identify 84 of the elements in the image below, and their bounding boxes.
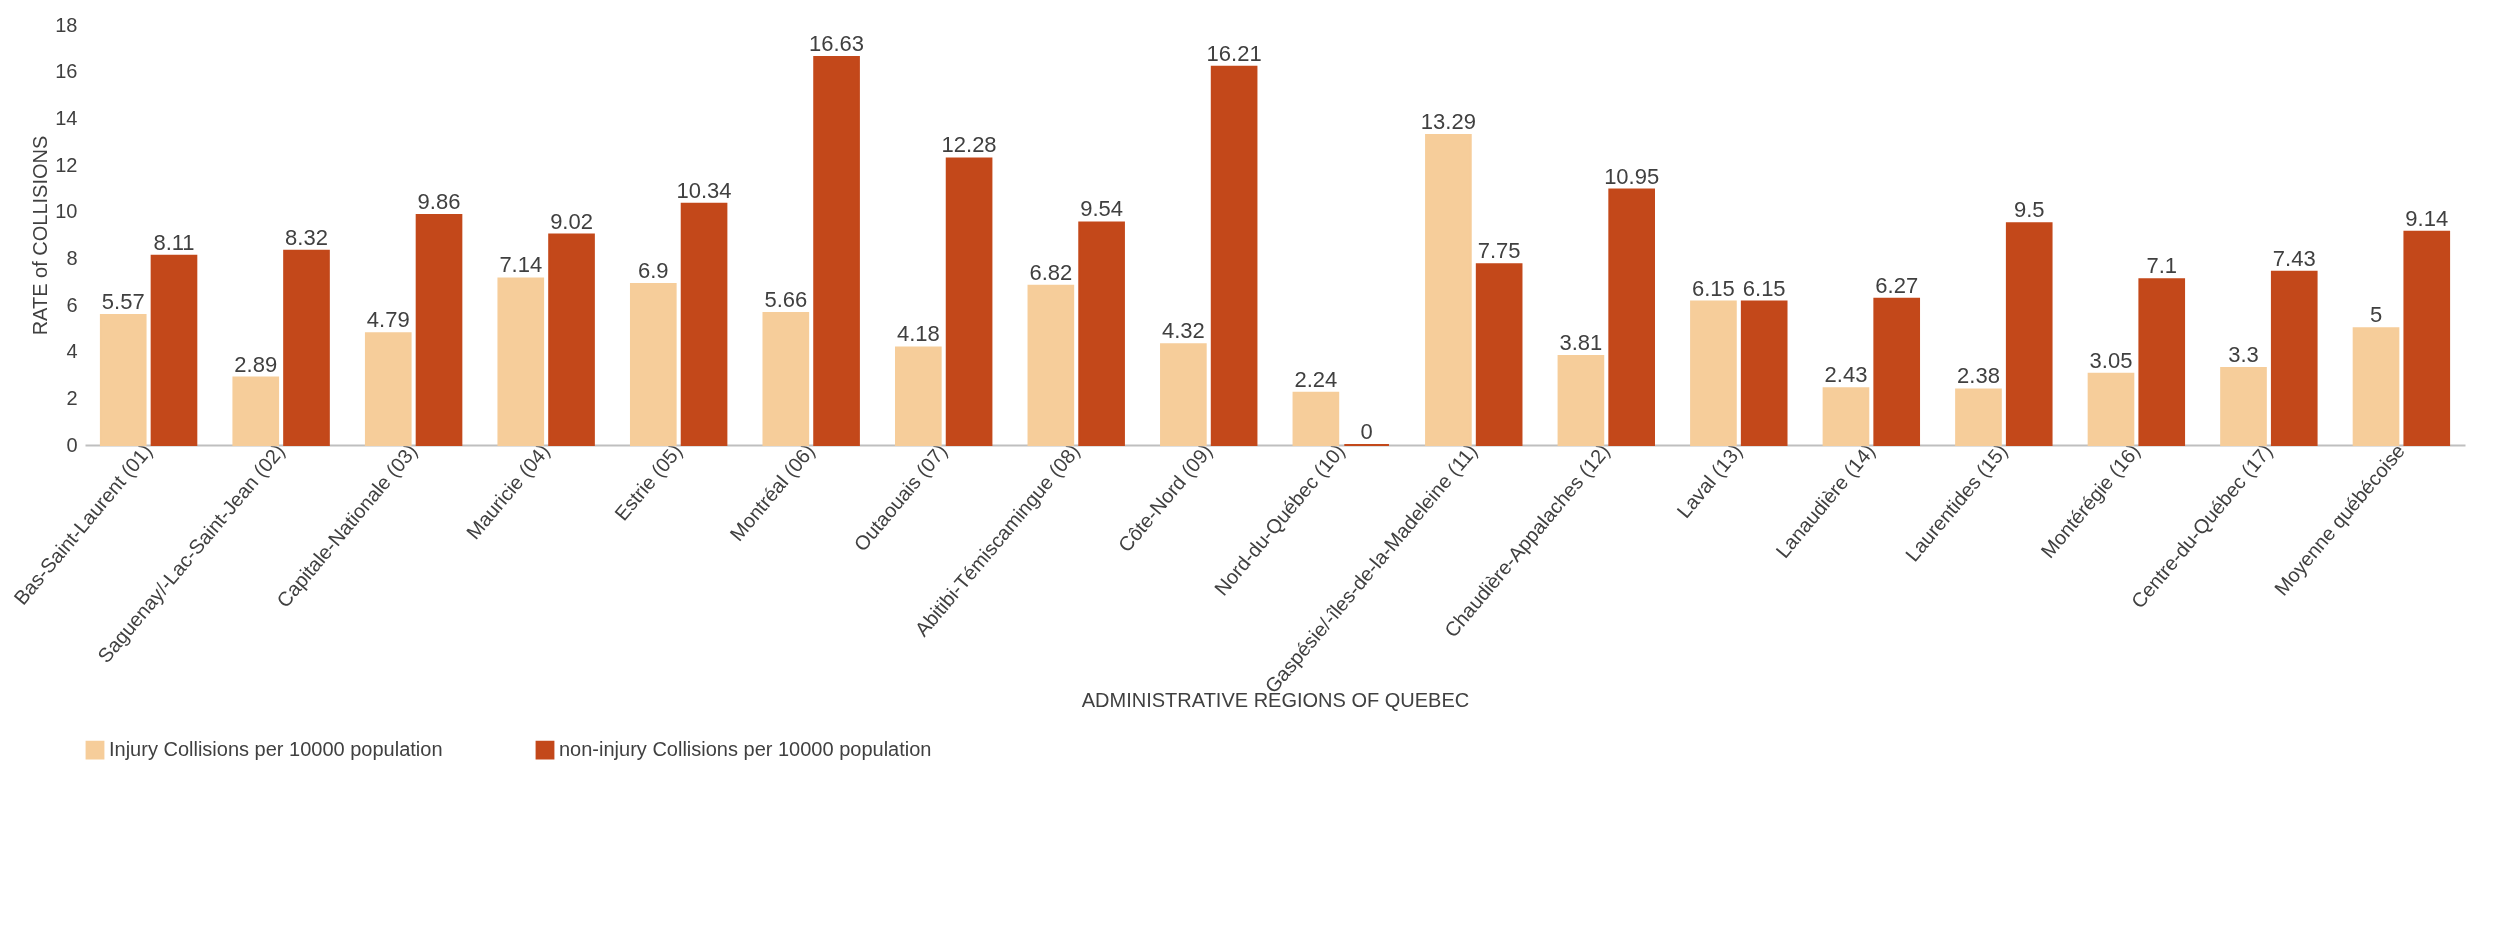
y-tick-label: 12: [55, 153, 78, 176]
bar: [1210, 65, 1258, 446]
data-label: 3.05: [2089, 347, 2133, 373]
bar: [1557, 355, 1605, 446]
data-label: 3.3: [2228, 342, 2259, 367]
data-label: 7.1: [2146, 253, 2178, 279]
bar: [1873, 297, 1921, 446]
data-label: 6.9: [638, 258, 669, 283]
bar: [1608, 188, 1655, 446]
bar: [99, 314, 147, 446]
data-label: 0: [1360, 419, 1373, 444]
bar: [1955, 388, 2002, 446]
data-label: 10.95: [1604, 163, 1660, 189]
bar: [1292, 391, 1340, 446]
data-label: 8.11: [153, 229, 195, 255]
y-tick-label: 2: [66, 386, 78, 409]
bar: [1822, 387, 1870, 446]
data-label: 12.28: [941, 132, 997, 158]
bar: [548, 233, 595, 446]
data-label: 13.29: [1420, 108, 1476, 134]
bar: [945, 157, 993, 446]
bar: [2352, 327, 2400, 446]
bar: [2403, 230, 2451, 446]
bar: [680, 202, 728, 446]
bar: [2270, 270, 2318, 446]
data-label: 9.54: [1080, 196, 1124, 222]
data-label: 16.21: [1206, 40, 1262, 66]
bar: [1027, 284, 1075, 446]
bar: [283, 249, 330, 446]
bar: [813, 55, 860, 446]
data-label: 2.89: [234, 351, 278, 377]
bar: [1475, 263, 1523, 446]
data-label: 10.34: [676, 177, 732, 203]
y-tick-label: 6: [66, 293, 78, 316]
data-label: 4.79: [366, 307, 410, 333]
data-label: 6.82: [1029, 259, 1073, 285]
legend-label: Injury Collisions per 10000 population: [109, 738, 443, 761]
data-label: 6.27: [1875, 272, 1919, 298]
bar: [2005, 222, 2053, 446]
y-tick-label: 16: [55, 60, 78, 83]
data-label: 4.18: [896, 321, 940, 347]
data-label: 3.81: [1559, 330, 1603, 356]
bar: [415, 213, 463, 446]
bar: [2138, 278, 2186, 446]
y-tick-label: 18: [55, 13, 78, 36]
data-label: 5.57: [101, 289, 145, 315]
bar: [1078, 221, 1125, 446]
bar: [895, 346, 942, 446]
data-label: 7.14: [499, 252, 543, 278]
y-tick-label: 14: [55, 106, 78, 129]
data-label: 6.15: [1742, 275, 1786, 301]
y-tick-label: 0: [66, 433, 78, 456]
y-tick-label: 10: [55, 200, 78, 223]
bar: [1425, 133, 1472, 446]
data-label: 2.38: [1957, 363, 2000, 389]
y-axis-title: RATE of COLLISIONS: [29, 135, 52, 336]
bar: [2087, 372, 2135, 446]
bar: [364, 332, 412, 446]
data-label: 2.43: [1824, 362, 1868, 388]
bar: [150, 254, 198, 446]
data-label: 7.43: [2272, 245, 2316, 271]
bar: [232, 376, 280, 446]
data-label: 6.15: [1692, 275, 1735, 301]
data-label: 9.14: [2405, 205, 2449, 231]
data-label: 8.32: [285, 224, 328, 250]
data-label: 9.02: [550, 208, 593, 234]
data-label: 9.86: [417, 188, 461, 214]
bar: [497, 277, 545, 446]
bar: [762, 311, 810, 446]
data-label: 5.66: [764, 286, 808, 312]
bar: [1690, 300, 1737, 446]
data-label: 7.75: [1477, 238, 1521, 264]
data-label: 16.63: [809, 30, 865, 56]
bar: [1160, 343, 1207, 446]
legend-label: non-injury Collisions per 10000 population: [559, 738, 932, 761]
bar: [1740, 300, 1788, 446]
data-label: 5: [2369, 302, 2383, 328]
y-tick-label: 4: [66, 340, 78, 363]
bar: [2220, 367, 2267, 446]
y-tick-label: 8: [66, 246, 78, 269]
data-label: 2.24: [1294, 366, 1338, 392]
data-label: 9.5: [2013, 197, 2045, 223]
bar: [629, 283, 677, 446]
data-label: 4.32: [1161, 318, 1205, 344]
